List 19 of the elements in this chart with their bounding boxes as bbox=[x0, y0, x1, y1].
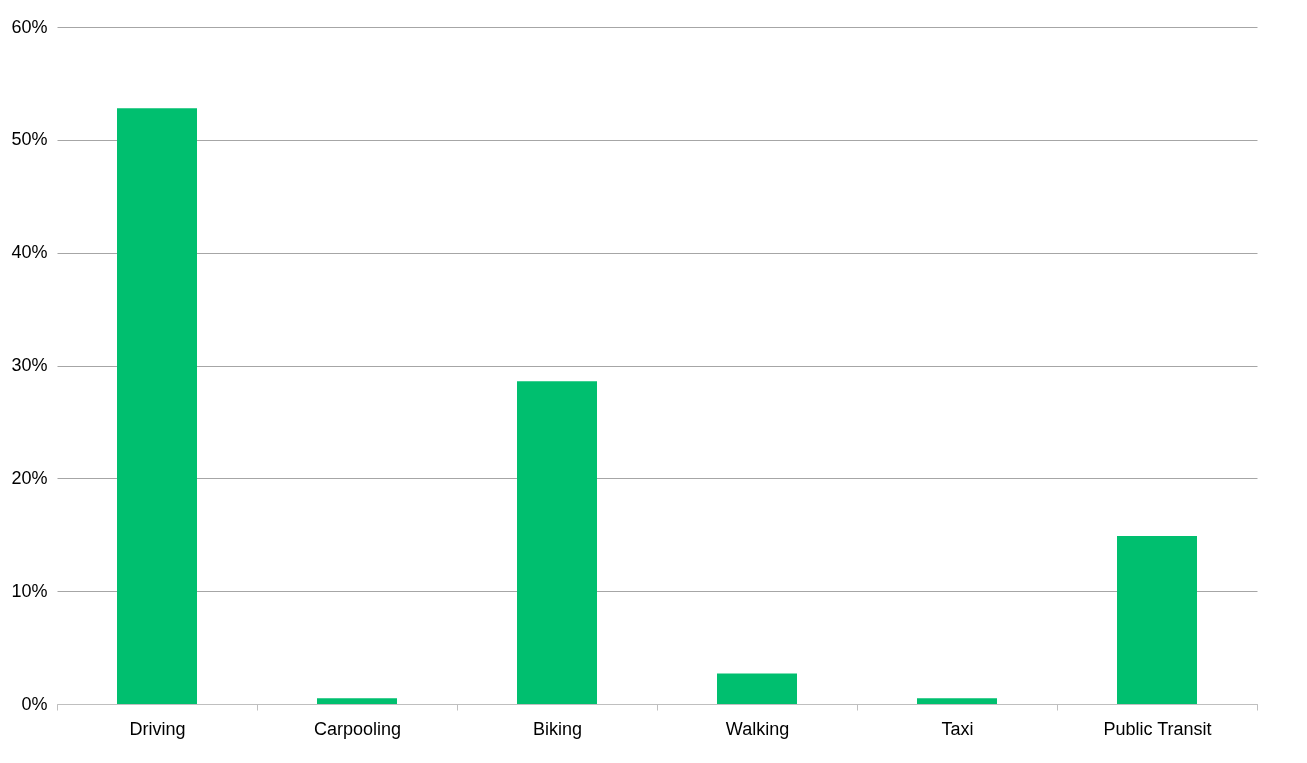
x-tick-label: Public Transit bbox=[1103, 718, 1212, 739]
bar bbox=[917, 698, 997, 704]
y-tick-label: 60% bbox=[11, 16, 48, 37]
x-tick-label: Biking bbox=[532, 718, 583, 739]
x-tick-label: Walking bbox=[725, 718, 790, 739]
y-tick-label: 40% bbox=[11, 242, 48, 263]
bar bbox=[317, 698, 397, 704]
y-tick-label: 30% bbox=[11, 355, 48, 375]
x-tick-label: Driving bbox=[129, 718, 186, 739]
y-tick-label: 50% bbox=[11, 129, 48, 150]
x-tick-label: Carpooling bbox=[313, 718, 402, 739]
y-tick-label: 20% bbox=[11, 467, 48, 488]
bar bbox=[717, 673, 797, 704]
x-tick-label: Taxi bbox=[941, 718, 974, 739]
bar bbox=[1117, 535, 1197, 704]
bar bbox=[517, 381, 597, 704]
bar bbox=[117, 108, 197, 704]
y-tick-label: 0% bbox=[21, 693, 48, 714]
y-tick-label: 10% bbox=[11, 580, 48, 601]
